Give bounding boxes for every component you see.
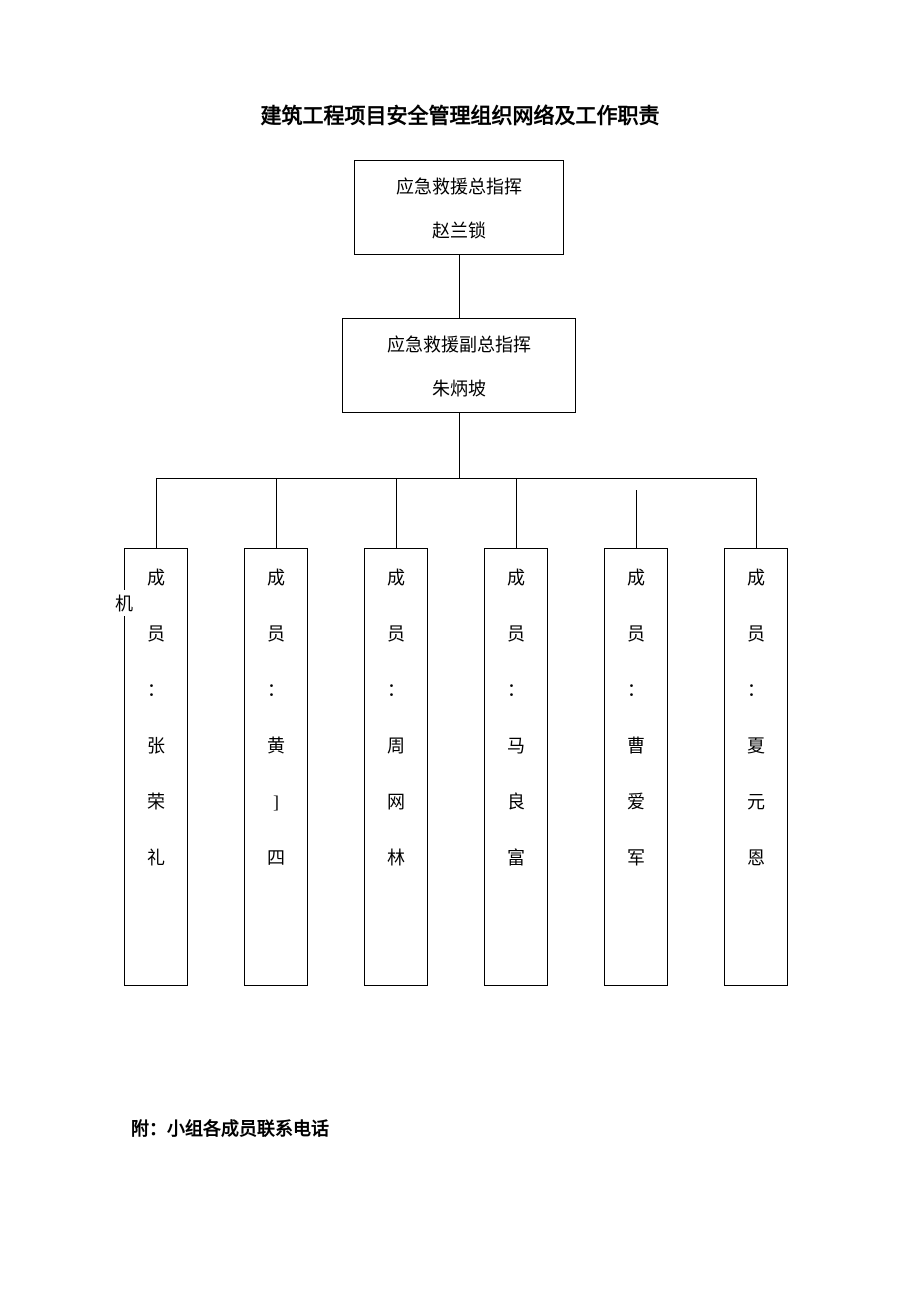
member-box: 成员 ： 夏元恩 [724, 548, 788, 986]
footer-text: 附：小组各成员联系电话 [131, 1115, 329, 1141]
member-prefix-char: 成 [267, 569, 285, 587]
member-prefix-char: 成 [147, 569, 165, 587]
member-prefix-char: 员 [747, 625, 765, 643]
member-box: 成员 ： 黄] 四 [244, 548, 308, 986]
member-prefix-char: 员 [387, 625, 405, 643]
member-prefix-char: ： [747, 681, 765, 699]
drop-connector [156, 478, 157, 548]
member-name-char: 富 [507, 849, 525, 867]
member-name-char: 爱 [627, 793, 645, 811]
member-name-char: 张 [147, 737, 165, 755]
level2-role: 应急救援副总指挥 [343, 331, 575, 357]
member-prefix-char: 员 [147, 625, 165, 643]
level1-box: 应急救援总指挥 赵兰锁 [354, 160, 564, 255]
member-prefix-char: 成 [627, 569, 645, 587]
member-box: 成员 ： 马良富 [484, 548, 548, 986]
member-name-char: 四 [267, 849, 285, 867]
connector-1 [459, 255, 460, 318]
member-name-char: 黄 [267, 737, 285, 755]
level1-name: 赵兰锁 [355, 217, 563, 243]
member-name-char: ] [273, 793, 279, 811]
drop-connector [516, 478, 517, 548]
drop-connector [756, 478, 757, 548]
member-name-char: 良 [507, 793, 525, 811]
member-prefix-char: ： [387, 681, 405, 699]
member-prefix-char: 成 [747, 569, 765, 587]
member-prefix-char: ： [507, 681, 525, 699]
level2-box: 应急救援副总指挥 朱炳坡 [342, 318, 576, 413]
member-prefix-char: 成 [387, 569, 405, 587]
member-name-char: 荣 [147, 793, 165, 811]
member-name-char: 林 [387, 849, 405, 867]
overlay-char: 机 [115, 590, 133, 616]
member-prefix-char: 员 [267, 625, 285, 643]
horizontal-bar [156, 478, 756, 479]
level1-role: 应急救援总指挥 [355, 173, 563, 199]
member-box: 成员 ： 周网林 [364, 548, 428, 986]
member-name-char: 周 [387, 737, 405, 755]
member-name-char: 军 [627, 849, 645, 867]
member-prefix-char: 成 [507, 569, 525, 587]
drop-connector [396, 478, 397, 548]
member-name-char: 网 [387, 793, 405, 811]
member-name-char: 夏 [747, 737, 765, 755]
page-title: 建筑工程项目安全管理组织网络及工作职责 [0, 100, 920, 130]
member-box: 成员 ： 曹爱军 [604, 548, 668, 986]
member-name-char: 恩 [747, 849, 765, 867]
member-prefix-char: 员 [507, 625, 525, 643]
member-prefix-char: 员 [627, 625, 645, 643]
drop-connector [276, 478, 277, 548]
member-name-char: 曹 [627, 737, 645, 755]
level2-name: 朱炳坡 [343, 375, 575, 401]
member-prefix-char: ： [627, 681, 645, 699]
connector-2 [459, 413, 460, 478]
member-name-char: 礼 [147, 849, 165, 867]
member-name-char: 元 [747, 793, 765, 811]
member-prefix-char: ： [267, 681, 285, 699]
member-box: 成员 ： 张荣礼 [124, 548, 188, 986]
member-name-char: 马 [507, 737, 525, 755]
drop-connector [636, 490, 637, 548]
member-prefix-char: ： [147, 681, 165, 699]
